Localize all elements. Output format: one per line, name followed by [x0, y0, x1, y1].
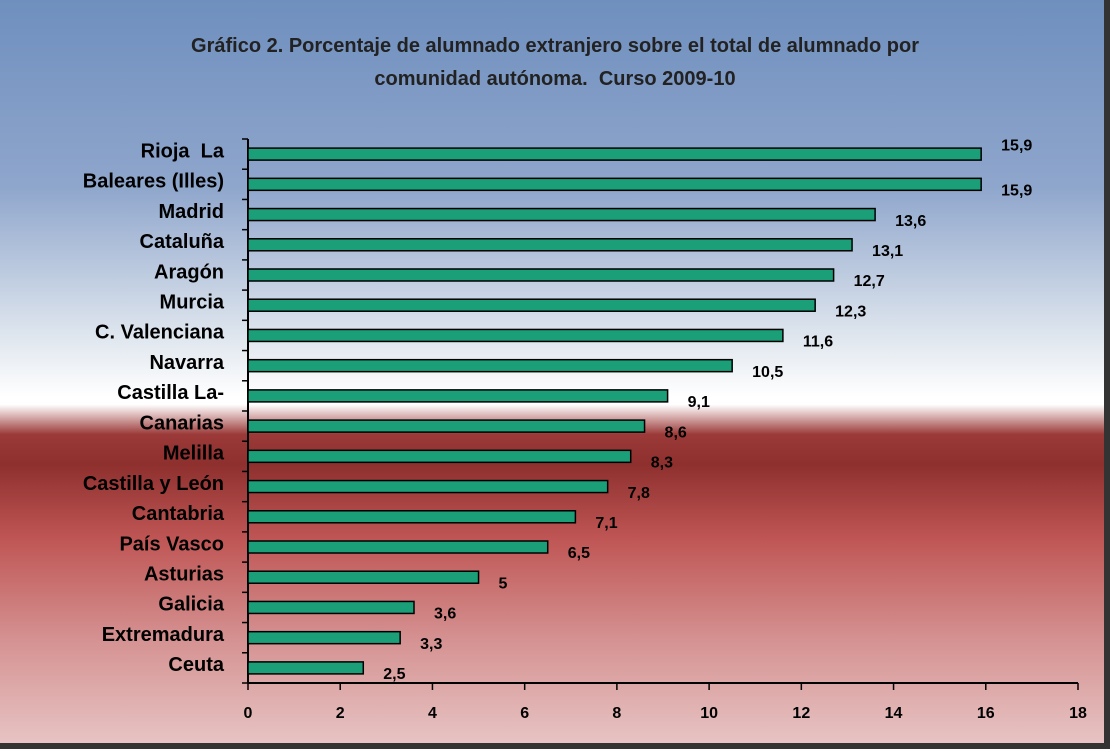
bar	[247, 540, 549, 554]
y-tick-label: Navarra	[149, 352, 224, 374]
data-label: 15,9	[1001, 137, 1032, 154]
bar	[247, 177, 982, 192]
bar	[247, 630, 401, 645]
bar	[247, 510, 577, 524]
bar	[247, 600, 415, 615]
y-tick-label: Galicia	[158, 594, 224, 616]
y-tick-label: Madrid	[158, 201, 224, 223]
data-label: 9,1	[688, 394, 710, 411]
y-tick-label: Aragón	[154, 261, 224, 283]
y-tick-label: Cataluña	[140, 231, 225, 253]
bar	[247, 147, 982, 161]
y-tick-label: Castilla y León	[83, 473, 224, 495]
data-label: 7,8	[628, 485, 650, 502]
data-label: 6,5	[568, 545, 590, 562]
bar	[247, 661, 365, 675]
data-label: 13,6	[895, 213, 926, 230]
data-label: 5	[499, 575, 508, 592]
y-tick-label: Asturias	[144, 564, 224, 586]
y-tick-label: Baleares (Illes)	[83, 171, 224, 193]
data-label: 12,3	[835, 303, 866, 320]
data-label: 12,7	[854, 273, 885, 290]
bar	[247, 570, 480, 584]
y-tick-label: Castilla La-	[117, 382, 224, 404]
frame-edge	[1104, 0, 1110, 749]
bar	[247, 389, 669, 403]
frame-edge	[0, 743, 1110, 749]
data-label: 15,9	[1001, 183, 1032, 200]
x-tick-label: 0	[244, 705, 253, 722]
data-label: 7,1	[595, 515, 617, 532]
x-tick-label: 12	[792, 705, 810, 722]
data-label: 8,3	[651, 455, 673, 472]
bar	[247, 238, 853, 252]
x-tick-label: 16	[977, 705, 995, 722]
data-label: 10,5	[752, 364, 783, 381]
y-tick-label: País Vasco	[119, 533, 224, 555]
y-tick-label: Canarias	[140, 412, 225, 434]
y-tick-label: Cantabria	[132, 503, 225, 525]
bar	[247, 479, 609, 494]
y-tick-label: Melilla	[163, 443, 225, 465]
bar	[247, 358, 733, 373]
data-label: 3,6	[434, 606, 456, 623]
bar	[247, 298, 816, 312]
y-tick-label: Extremadura	[102, 624, 225, 646]
data-label: 2,5	[383, 666, 405, 683]
data-label: 13,1	[872, 243, 903, 260]
data-label: 8,6	[665, 424, 687, 441]
bar	[247, 268, 835, 282]
data-label: 11,6	[803, 334, 833, 351]
x-tick-label: 6	[520, 705, 529, 722]
y-tick-label: Murcia	[160, 292, 225, 314]
x-tick-label: 4	[428, 705, 437, 722]
bar	[247, 449, 632, 464]
y-tick-label: C. Valenciana	[95, 322, 225, 344]
data-label: 3,3	[420, 636, 442, 653]
x-tick-label: 14	[885, 705, 903, 722]
bar	[247, 328, 784, 343]
x-tick-label: 2	[336, 705, 345, 722]
x-tick-label: 18	[1069, 705, 1087, 722]
x-tick-label: 8	[612, 705, 621, 722]
bar	[247, 419, 646, 433]
chart-title: Gráfico 2. Porcentaje de alumnado extran…	[191, 35, 925, 90]
bar	[247, 207, 876, 222]
x-tick-label: 10	[700, 705, 718, 722]
y-tick-label: Rioja La	[141, 140, 225, 162]
y-tick-label: Ceuta	[168, 654, 224, 676]
